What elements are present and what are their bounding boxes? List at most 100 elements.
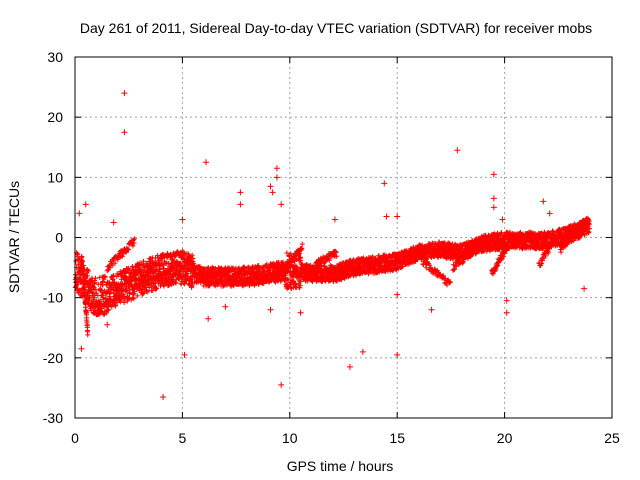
data-point [93, 275, 99, 281]
data-point [290, 278, 296, 284]
outlier-point [381, 180, 388, 187]
data-point [127, 290, 133, 296]
data-point [109, 304, 115, 310]
data-point [400, 263, 406, 269]
data-point [159, 275, 165, 281]
data-point [145, 282, 151, 288]
data-point [92, 278, 98, 284]
y-tick-label: -30 [43, 410, 63, 426]
data-point [288, 251, 294, 257]
outlier-point [82, 201, 89, 208]
data-point [566, 237, 572, 243]
data-point [120, 251, 126, 257]
data-point [319, 263, 325, 269]
data-point [398, 265, 404, 271]
data-point [470, 249, 476, 255]
outlier-point [121, 90, 128, 97]
outlier-point [490, 171, 497, 178]
data-point [146, 277, 152, 283]
outlier-point [297, 309, 304, 316]
x-tick-label: 20 [497, 430, 513, 446]
data-point [123, 269, 129, 275]
data-point [102, 274, 108, 280]
data-point [119, 253, 125, 259]
data-point [451, 267, 457, 273]
data-point [447, 280, 453, 286]
data-point [112, 260, 118, 266]
data-point [180, 255, 186, 261]
data-point [370, 254, 376, 260]
outlier-point [273, 165, 280, 172]
data-point [246, 283, 252, 289]
data-point [79, 258, 85, 264]
y-tick-label: 0 [55, 230, 63, 246]
data-point [151, 276, 157, 282]
x-tick-label: 5 [179, 430, 187, 446]
data-point [574, 230, 580, 236]
data-point [584, 217, 590, 223]
data-point [144, 288, 150, 294]
data-point [155, 277, 161, 283]
data-point [80, 268, 86, 274]
data-point [539, 261, 545, 267]
data-point [499, 230, 505, 236]
outlier-point [428, 306, 435, 313]
outlier-point [160, 393, 167, 400]
outlier-point [394, 351, 401, 358]
data-point [545, 250, 551, 256]
data-point [565, 240, 571, 246]
data-point [103, 310, 109, 316]
outlier-point [205, 315, 212, 322]
data-point [586, 221, 592, 227]
outlier-point [237, 189, 244, 196]
data-point [150, 275, 156, 281]
data-point [326, 257, 332, 263]
outlier-point [267, 306, 274, 313]
data-point [548, 244, 554, 250]
outlier-point [503, 297, 510, 304]
data-point [125, 247, 131, 253]
outlier-point [394, 291, 401, 298]
data-point [125, 295, 131, 301]
y-tick-label: 20 [47, 109, 63, 125]
y-tick-label: 30 [47, 49, 63, 65]
outlier-point [222, 303, 229, 310]
data-point [171, 277, 177, 283]
data-point [106, 307, 112, 313]
data-point [104, 268, 110, 274]
data-point [140, 287, 146, 293]
x-tick-label: 15 [389, 430, 405, 446]
data-point [154, 285, 160, 291]
data-point [188, 254, 194, 260]
outlier-point [110, 219, 117, 226]
y-tick-label: -20 [43, 350, 63, 366]
outlier-point [121, 129, 128, 136]
data-point [172, 263, 178, 269]
data-point [132, 236, 138, 242]
data-point [453, 263, 459, 269]
y-tick-label: 10 [47, 169, 63, 185]
outlier-point [203, 159, 210, 166]
data-point [87, 295, 93, 301]
data-point [563, 242, 569, 248]
data-point [121, 299, 127, 305]
outlier-point [394, 213, 401, 220]
data-point [84, 273, 90, 279]
outlier-point [273, 174, 280, 181]
data-point [148, 280, 154, 286]
data-point [554, 234, 560, 240]
data-point [107, 265, 113, 271]
data-point [185, 251, 191, 257]
data-point [132, 289, 138, 295]
data-point [297, 279, 303, 285]
chart-title: Day 261 of 2011, Sidereal Day-to-day VTE… [80, 20, 592, 36]
outlier-point [267, 183, 274, 190]
data-point [189, 260, 195, 266]
data-point [101, 288, 107, 294]
data-point [334, 253, 340, 259]
data-point [299, 245, 305, 251]
data-point [452, 266, 458, 272]
data-point [117, 249, 123, 255]
data-point [568, 236, 574, 242]
